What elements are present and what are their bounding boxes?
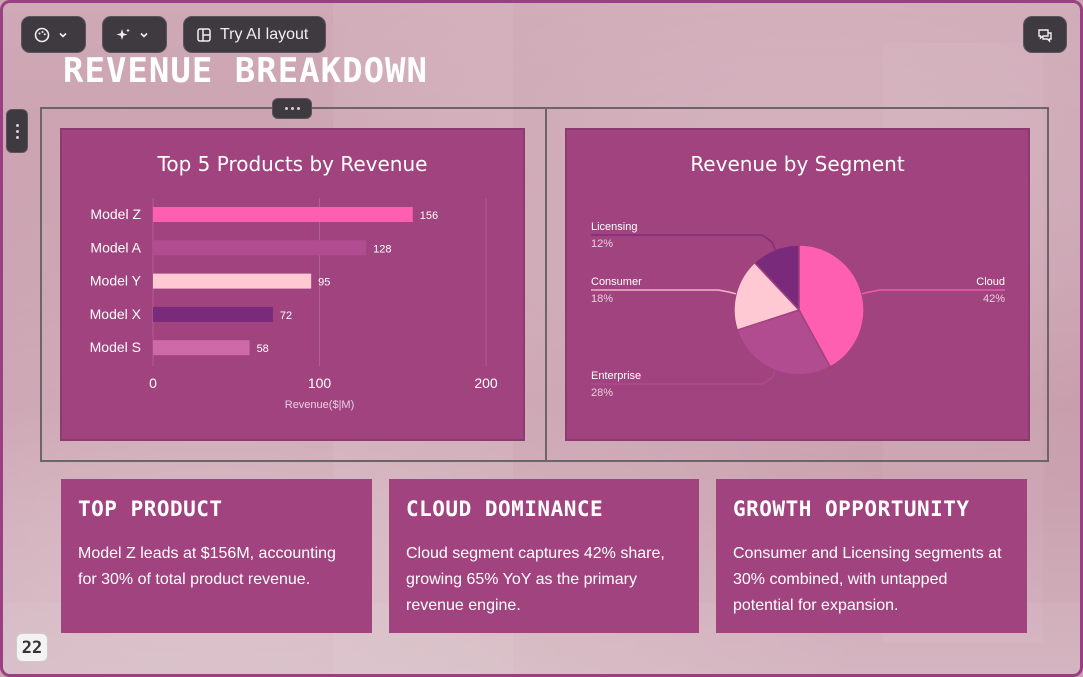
comments-button[interactable]	[1023, 16, 1067, 53]
pie-leader-line	[591, 234, 776, 250]
x-axis-label: Revenue($|M)	[285, 399, 355, 411]
chevron-down-icon	[139, 30, 149, 40]
pie-slice-label: Licensing	[591, 221, 637, 233]
pie-slice	[733, 261, 801, 332]
bar-value-label: 128	[373, 243, 391, 255]
info-card-title: Growth Opportunity	[733, 497, 970, 521]
pie-slice-percent: 28%	[591, 387, 613, 399]
info-card-body: Consumer and Licensing segments at 30% c…	[733, 545, 1002, 614]
bar	[153, 240, 367, 256]
info-card-body: Model Z leads at $156M, accounting for 3…	[78, 545, 336, 588]
pie-slice-percent: 18%	[591, 293, 613, 305]
bar-chart: 0 100 200 Model Z 156 Model A 128 Model Y 95 Mode…	[90, 198, 498, 411]
bar	[153, 273, 312, 289]
bar-value-label: 95	[318, 277, 330, 289]
bar	[153, 306, 273, 322]
bar-chart-title: Top 5 Products by Revenue	[157, 152, 428, 176]
selection-frame[interactable]	[40, 107, 1049, 462]
theme-menu-button[interactable]	[21, 16, 86, 53]
palette-icon	[34, 27, 50, 43]
info-card-cloud-dominance[interactable]: Cloud Dominance Cloud segment captures 4…	[389, 479, 699, 633]
chevron-down-icon	[58, 30, 68, 40]
pie-slice-percent: 12%	[591, 238, 613, 250]
y-category-label: Model Y	[90, 273, 142, 289]
sparkles-icon	[115, 27, 131, 43]
pie-leader-line	[591, 370, 776, 385]
bar-value-label: 72	[280, 310, 292, 322]
info-card-growth-opportunity[interactable]: Growth Opportunity Consumer and Licensin…	[716, 479, 1027, 633]
y-category-label: Model X	[90, 306, 142, 322]
x-tick-label: 100	[308, 375, 332, 391]
try-ai-layout-button[interactable]: Try AI layout	[183, 16, 326, 53]
layout-icon	[196, 27, 212, 43]
y-category-label: Model S	[90, 339, 141, 355]
info-card-top-product[interactable]: Top Product Model Z leads at $156M, acco…	[61, 479, 372, 633]
pie-slice-label: Cloud	[976, 276, 1005, 288]
pie-leader-line	[861, 289, 1005, 295]
bar-value-label: 156	[420, 210, 438, 222]
info-card-title: Top Product	[78, 497, 223, 521]
y-category-label: Model Z	[90, 206, 141, 222]
pie-chart: Cloud 42% Enterprise 28% Consumer 18% Licensin…	[591, 221, 1005, 399]
pie-chart-card[interactable]: Revenue by Segment Cloud 42% Enterprise 28%…	[565, 128, 1030, 441]
slide-title[interactable]: Revenue Breakdown	[63, 51, 428, 91]
page-number[interactable]: 22	[16, 633, 48, 662]
x-tick-label: 200	[474, 375, 498, 391]
bar	[153, 340, 250, 356]
drag-handle-left[interactable]	[6, 109, 28, 153]
try-ai-layout-label: Try AI layout	[220, 25, 309, 43]
pie-slice-label: Enterprise	[591, 370, 641, 382]
info-card-title: Cloud Dominance	[406, 497, 604, 521]
chat-icon	[1037, 27, 1053, 43]
ai-menu-button[interactable]	[102, 16, 167, 53]
pie-slice-percent: 42%	[983, 293, 1005, 305]
y-category-label: Model A	[90, 239, 141, 255]
column-divider[interactable]	[545, 109, 547, 460]
pie-chart-title: Revenue by Segment	[690, 152, 905, 176]
drag-handle-top[interactable]	[272, 98, 312, 119]
info-card-body: Cloud segment captures 42% share, growin…	[406, 545, 665, 614]
pie-leader-line	[591, 289, 737, 295]
x-tick-label: 0	[149, 375, 157, 391]
bar	[153, 207, 413, 222]
bar-value-label: 58	[257, 343, 269, 355]
bar-chart-card[interactable]: Top 5 Products by Revenue 0 100 200 Model Z…	[60, 128, 525, 441]
pie-slice-label: Consumer	[591, 276, 642, 288]
